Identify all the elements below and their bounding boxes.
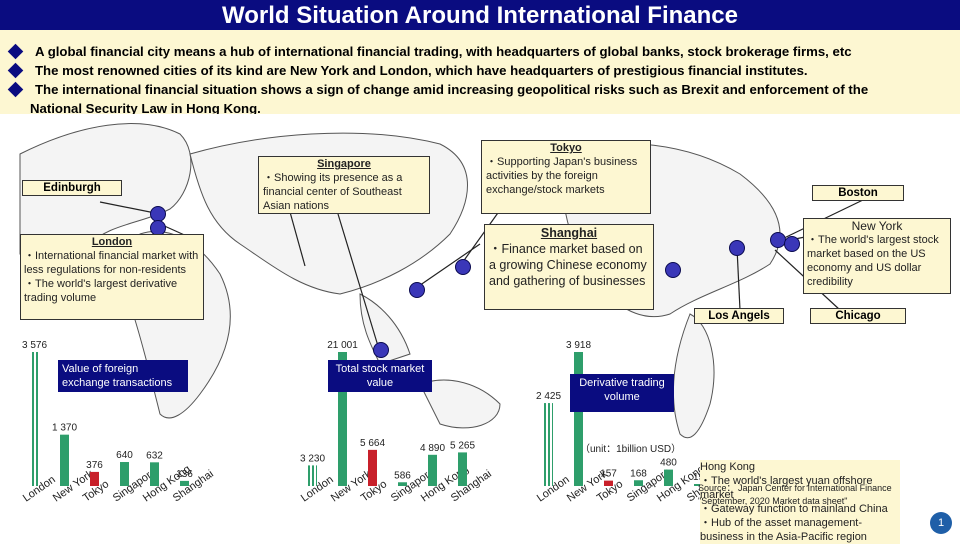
bar-value-1-5: 5 265 bbox=[450, 440, 475, 451]
diamond-bullet-icon bbox=[7, 81, 24, 98]
bar-value-2-1: 3 918 bbox=[566, 340, 591, 351]
london-title: London bbox=[91, 236, 133, 248]
boston-label: Boston bbox=[812, 185, 904, 201]
fx-chart-title: Value of foreign exchange transactions bbox=[58, 360, 188, 392]
bar-value-2-4: 480 bbox=[660, 458, 677, 469]
bar-value-2-3: 168 bbox=[630, 468, 647, 479]
bar-value-1-2: 5 664 bbox=[360, 438, 385, 449]
chicago-marker-icon[interactable] bbox=[665, 262, 681, 278]
diamond-bullet-icon bbox=[7, 62, 24, 79]
bar-2-3 bbox=[634, 480, 643, 486]
bar-0-2 bbox=[90, 471, 99, 486]
page-number: 1 bbox=[930, 512, 952, 534]
source-line-1: Source： Japan Center for International F… bbox=[698, 483, 892, 493]
bar-value-2-0: 2 425 bbox=[536, 391, 561, 402]
hongkong-box: Hong Kong ・The world's largest yuan offs… bbox=[700, 460, 900, 544]
singapore-box: Singapore ・Showing its presence as a fin… bbox=[258, 156, 430, 214]
bar-1-1 bbox=[338, 352, 347, 486]
chicago-label: Chicago bbox=[810, 308, 906, 324]
bullet-3-continued: National Security Law in Hong Kong. bbox=[30, 101, 261, 116]
bar-2-4 bbox=[664, 469, 673, 486]
losangeles-label: Los Angels bbox=[694, 308, 784, 324]
bar-value-0-1: 1 370 bbox=[52, 423, 77, 434]
hongkong-title: Hong Kong bbox=[700, 461, 756, 473]
newyork-box: New York ・The world's largest stock mark… bbox=[803, 218, 951, 294]
bar-1-0 bbox=[308, 465, 317, 486]
london-box: London ・International financial market w… bbox=[20, 234, 204, 320]
bullet-panel: A global financial city means a hub of i… bbox=[0, 30, 960, 116]
newyork-text: ・The world's largest stock market based … bbox=[807, 234, 939, 288]
losangeles-marker-icon[interactable] bbox=[729, 240, 745, 256]
bar-1-4 bbox=[428, 454, 437, 486]
bar-value-2-2: 157 bbox=[600, 469, 617, 480]
shanghai-marker-icon[interactable] bbox=[409, 282, 425, 298]
bar-value-1-0: 3 230 bbox=[300, 453, 325, 464]
stock-chart-title: Total stock market value bbox=[328, 360, 432, 392]
bar-0-3 bbox=[120, 462, 129, 486]
bar-value-0-0: 3 576 bbox=[22, 340, 47, 351]
world-map-area: Tokyo ・Supporting Japan's business activ… bbox=[0, 114, 960, 544]
bar-1-2 bbox=[368, 449, 377, 486]
shanghai-box: Shanghai ・Finance market based on a grow… bbox=[484, 224, 654, 310]
bar-2-2 bbox=[604, 480, 613, 486]
london-text-1: ・International financial market with les… bbox=[24, 250, 199, 276]
hongkong-text-1: ・The world's largest yuan offshore marke… bbox=[700, 475, 873, 501]
shanghai-title: Shanghai bbox=[540, 226, 598, 240]
bar-value-1-1: 21 001 bbox=[327, 340, 358, 351]
category-label-1-0: London bbox=[299, 474, 336, 505]
bar-2-5 bbox=[694, 484, 703, 486]
bar-value-1-4: 4 890 bbox=[420, 443, 445, 454]
bullet-text: The most renowned cities of its kind are… bbox=[35, 63, 808, 78]
tokyo-text: ・Supporting Japan's business activities … bbox=[486, 156, 638, 196]
page-title: World Situation Around International Fin… bbox=[222, 2, 738, 29]
bar-1-5 bbox=[458, 452, 467, 486]
shanghai-text: ・Finance market based on a growing Chine… bbox=[489, 242, 647, 288]
bar-2-0 bbox=[544, 403, 553, 486]
singapore-title: Singapore bbox=[317, 158, 371, 170]
bar-value-0-5: 136 bbox=[176, 469, 193, 480]
bullet-text: A global financial city means a hub of i… bbox=[35, 44, 852, 59]
source-note: Source： Japan Center for International F… bbox=[698, 482, 892, 508]
diamond-bullet-icon bbox=[7, 43, 24, 60]
bar-value-0-4: 632 bbox=[146, 450, 163, 461]
unit-label: （unit：1billion USD） bbox=[580, 444, 682, 455]
title-bar: World Situation Around International Fin… bbox=[0, 0, 960, 30]
london-text-2: ・The world's largest derivative trading … bbox=[24, 278, 178, 304]
derivative-chart-title: Derivative trading volume bbox=[570, 374, 674, 412]
hongkong-text-2: ・Gateway function to mainland China bbox=[700, 503, 888, 515]
bar-0-0 bbox=[30, 352, 39, 486]
bar-value-0-2: 376 bbox=[86, 460, 103, 471]
bar-0-4 bbox=[150, 462, 159, 486]
category-label-0-0: London bbox=[21, 474, 58, 505]
boston-marker-icon[interactable] bbox=[784, 236, 800, 252]
category-label-2-0: London bbox=[535, 474, 572, 505]
bar-0-5 bbox=[180, 480, 189, 486]
bullet-3: The international financial situation sh… bbox=[7, 80, 960, 99]
bullet-text: The international financial situation sh… bbox=[35, 82, 869, 97]
bar-0-1 bbox=[60, 434, 69, 486]
bar-value-1-3: 586 bbox=[394, 470, 411, 481]
newyork-title: New York bbox=[851, 219, 903, 233]
singapore-text: ・Showing its presence as a financial cen… bbox=[263, 172, 403, 212]
bullet-2: The most renowned cities of its kind are… bbox=[7, 61, 960, 80]
bar-2-1 bbox=[574, 352, 583, 486]
bar-value-2-5: 19 bbox=[693, 472, 705, 483]
bar-value-0-3: 640 bbox=[116, 450, 133, 461]
tokyo-box: Tokyo ・Supporting Japan's business activ… bbox=[481, 140, 651, 214]
singapore-marker-icon[interactable] bbox=[373, 342, 389, 358]
edinburgh-label: Edinburgh bbox=[22, 180, 122, 196]
tokyo-title: Tokyo bbox=[550, 142, 582, 154]
bar-1-3 bbox=[398, 482, 407, 486]
bullet-1: A global financial city means a hub of i… bbox=[7, 42, 960, 61]
source-line-2: "September, 2020 Market data sheet" bbox=[698, 496, 848, 506]
tokyo-marker-icon[interactable] bbox=[455, 259, 471, 275]
